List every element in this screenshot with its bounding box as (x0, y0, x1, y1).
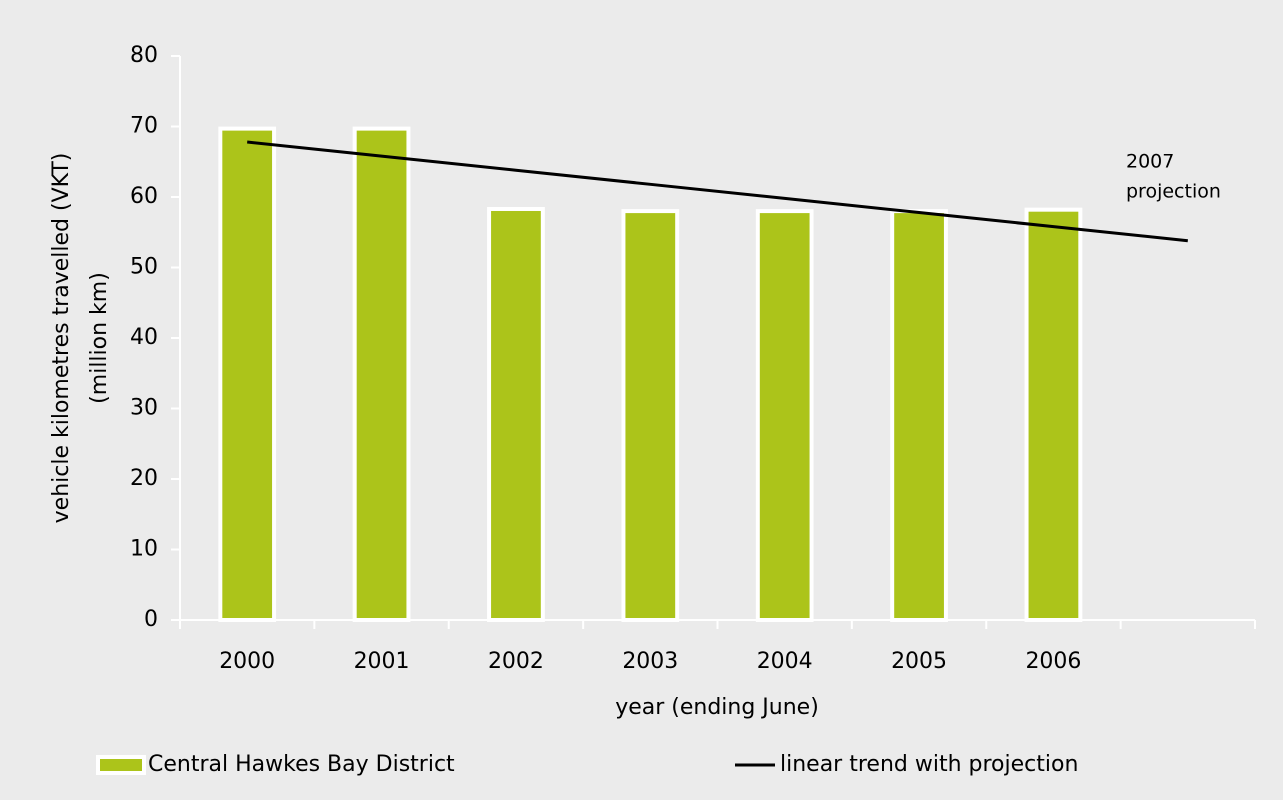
y-tick-label: 70 (130, 114, 158, 139)
y-tick-label: 50 (130, 255, 158, 280)
legend-swatch (96, 755, 146, 775)
x-tick-label: 2006 (1025, 649, 1081, 674)
y-axis-label: (million km) (87, 272, 112, 404)
x-tick-label: 2001 (354, 649, 410, 674)
annotation: 2007 (1126, 151, 1174, 173)
trend-line (247, 140, 1188, 243)
x-axis-label: year (ending June) (615, 695, 819, 720)
bar (755, 209, 814, 622)
y-tick-label: 80 (130, 43, 158, 68)
bar (1024, 207, 1083, 622)
bar (218, 126, 277, 623)
y-tick-label: 0 (144, 607, 158, 632)
x-tick-label: 2003 (622, 649, 678, 674)
bar (487, 206, 545, 623)
legend-label: linear trend with projection (780, 752, 1078, 777)
y-axis-label: vehicle kilometres travelled (VKT) (49, 153, 74, 524)
y-tick-label: 40 (130, 325, 158, 350)
bar (890, 209, 948, 622)
bar (352, 126, 411, 623)
x-tick-label: 2005 (891, 649, 947, 674)
y-tick-label: 60 (130, 184, 158, 209)
x-tick-label: 2000 (219, 649, 275, 674)
x-tick-label: 2002 (488, 649, 544, 674)
y-tick-label: 10 (130, 537, 158, 562)
bar (621, 209, 680, 622)
annotation: projection (1126, 181, 1221, 203)
y-tick-label: 30 (130, 396, 158, 421)
y-tick-label: 20 (130, 466, 158, 491)
legend-label: Central Hawkes Bay District (148, 752, 455, 777)
x-tick-label: 2004 (757, 649, 813, 674)
